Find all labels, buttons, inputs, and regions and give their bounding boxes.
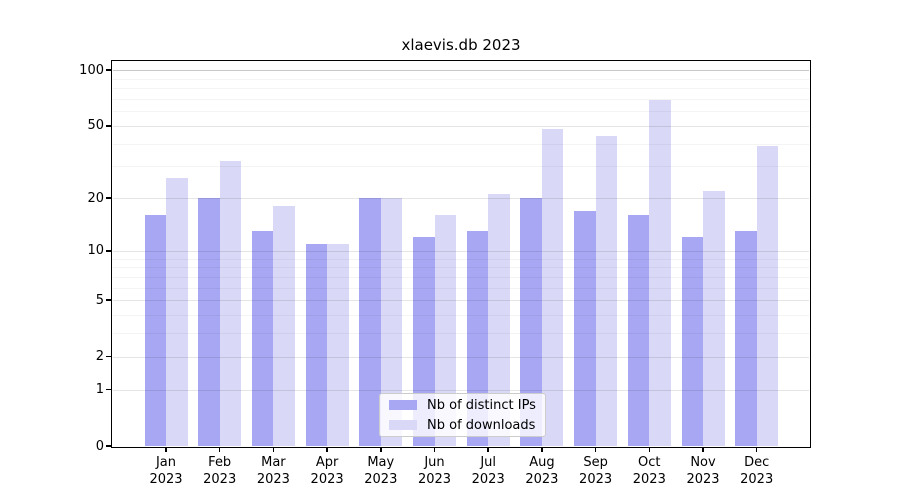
y-tick-mark bbox=[106, 249, 112, 252]
bar bbox=[488, 194, 510, 446]
y-tick-label: 20 bbox=[87, 190, 104, 206]
y-tick-mark bbox=[106, 388, 112, 391]
x-tick-mark bbox=[702, 447, 704, 452]
y-tick-label: 1 bbox=[95, 382, 104, 398]
x-tick-label: Mar 2023 bbox=[256, 455, 290, 487]
bar bbox=[649, 100, 671, 446]
major-gridline bbox=[113, 389, 809, 391]
minor-gridline bbox=[113, 166, 809, 168]
minor-gridline bbox=[113, 143, 809, 145]
x-tick-label: Nov 2023 bbox=[686, 455, 720, 487]
x-tick-label: Jan 2023 bbox=[149, 455, 183, 487]
bar bbox=[681, 237, 703, 446]
major-gridline bbox=[113, 70, 809, 72]
minor-gridline bbox=[113, 287, 809, 289]
bar bbox=[273, 206, 295, 446]
y-tick-mark bbox=[106, 355, 112, 358]
bar bbox=[144, 215, 166, 446]
minor-gridline bbox=[113, 267, 809, 269]
legend-swatch-downloads bbox=[389, 420, 417, 430]
bar bbox=[756, 145, 779, 446]
x-tick-label: Oct 2023 bbox=[632, 455, 666, 487]
bar bbox=[627, 215, 650, 446]
y-tick-mark bbox=[106, 125, 112, 127]
chart-title: xlaevis.db 2023 bbox=[401, 36, 521, 54]
bar bbox=[380, 198, 403, 446]
x-tick-mark bbox=[380, 447, 382, 452]
bar bbox=[166, 177, 188, 446]
x-tick-label: Dec 2023 bbox=[740, 455, 774, 487]
legend-item-distinct-ips: Nb of distinct IPs bbox=[389, 398, 536, 413]
y-tick-mark bbox=[106, 197, 112, 199]
minor-gridline bbox=[113, 276, 809, 278]
bar bbox=[735, 231, 757, 446]
bar bbox=[574, 210, 596, 446]
y-tick-label: 2 bbox=[95, 349, 104, 365]
y-tick-mark bbox=[106, 445, 112, 447]
x-tick-label: Aug 2023 bbox=[525, 455, 559, 487]
y-tick-label: 5 bbox=[95, 292, 104, 308]
bar bbox=[595, 136, 618, 446]
major-gridline bbox=[113, 250, 809, 252]
major-gridline bbox=[113, 198, 809, 200]
minor-gridline bbox=[113, 78, 809, 80]
bar bbox=[327, 243, 349, 446]
minor-gridline bbox=[113, 111, 809, 113]
x-tick-label: Jun 2023 bbox=[417, 455, 452, 487]
x-tick-label: Feb 2023 bbox=[203, 455, 237, 487]
legend: Nb of distinct IPs Nb of downloads bbox=[379, 393, 546, 437]
x-tick-mark bbox=[165, 447, 167, 452]
x-tick-mark bbox=[541, 447, 543, 452]
legend-label-downloads: Nb of downloads bbox=[427, 417, 536, 433]
x-tick-mark bbox=[487, 447, 489, 452]
minor-gridline bbox=[113, 88, 809, 90]
major-gridline bbox=[113, 300, 809, 302]
x-tick-mark bbox=[272, 447, 275, 452]
x-tick-mark bbox=[433, 447, 436, 452]
bar bbox=[251, 231, 274, 446]
x-tick-mark bbox=[755, 447, 758, 452]
x-tick-mark bbox=[594, 447, 597, 452]
bar bbox=[359, 198, 381, 446]
x-tick-label: Sep 2023 bbox=[579, 455, 613, 487]
minor-gridline bbox=[113, 314, 809, 316]
legend-item-downloads: Nb of downloads bbox=[389, 418, 536, 433]
minor-gridline bbox=[113, 98, 809, 100]
x-tick-label: Jul 2023 bbox=[471, 455, 505, 487]
major-gridline bbox=[113, 125, 809, 127]
x-tick-mark bbox=[326, 447, 328, 452]
x-tick-mark bbox=[218, 447, 221, 452]
bar bbox=[466, 231, 489, 446]
y-tick-mark bbox=[106, 299, 112, 301]
bar bbox=[198, 198, 220, 446]
bar bbox=[541, 129, 564, 446]
bar bbox=[219, 161, 242, 446]
minor-gridline bbox=[113, 258, 809, 260]
x-tick-mark bbox=[648, 447, 651, 452]
bar bbox=[520, 198, 542, 446]
y-tick-mark bbox=[106, 69, 112, 71]
bar bbox=[434, 215, 456, 446]
y-tick-label: 100 bbox=[79, 62, 104, 78]
y-tick-label: 50 bbox=[87, 118, 104, 134]
x-tick-label: Apr 2023 bbox=[310, 455, 344, 487]
y-tick-label: 0 bbox=[95, 438, 104, 454]
legend-label-distinct-ips: Nb of distinct IPs bbox=[427, 397, 536, 413]
minor-gridline bbox=[113, 333, 809, 335]
major-gridline bbox=[113, 356, 809, 358]
legend-swatch-distinct-ips bbox=[389, 400, 417, 410]
bar bbox=[703, 190, 725, 446]
x-tick-label: May 2023 bbox=[364, 455, 398, 487]
bar bbox=[305, 243, 328, 446]
y-tick-label: 10 bbox=[87, 243, 104, 259]
